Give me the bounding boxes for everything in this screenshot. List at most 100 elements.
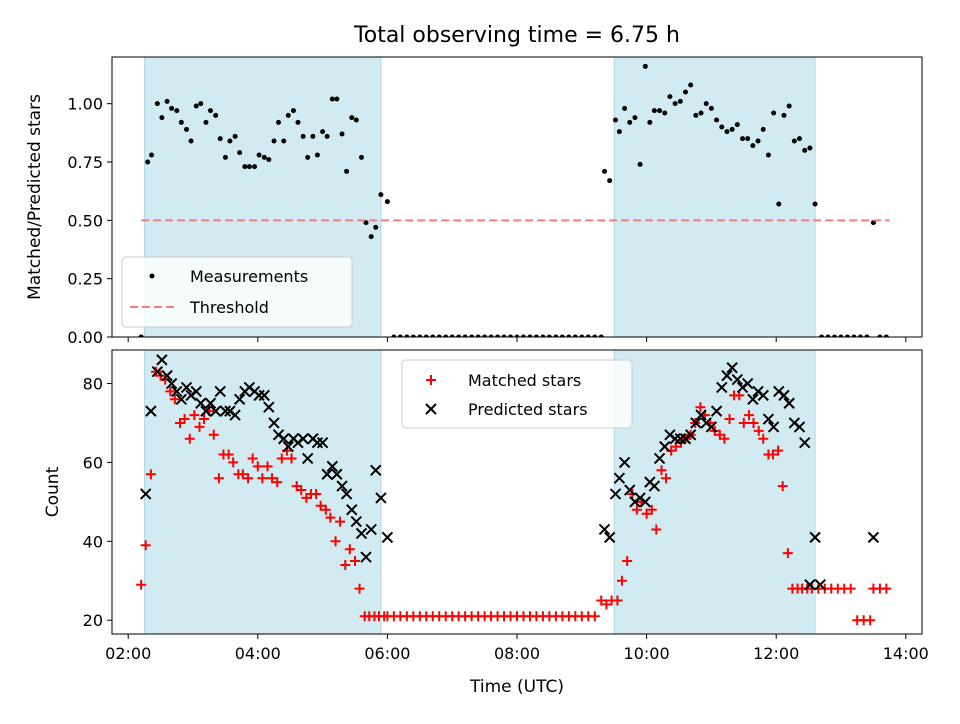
measurement-point — [819, 334, 825, 337]
measurement-point — [174, 108, 180, 114]
measurement-point — [598, 334, 604, 337]
matched-stars-point — [315, 500, 326, 511]
measurement-point — [368, 234, 374, 240]
matched-stars-point — [296, 485, 307, 496]
top-panel: 0.00 0.25 0.50 0.75 1.00 Matched/Predicted st… — [25, 56, 923, 347]
measurement-point — [714, 117, 720, 123]
measurement-point — [305, 154, 311, 160]
predicted-stars-point — [233, 393, 246, 406]
matched-stars-point — [767, 449, 778, 460]
shaded-window — [613, 56, 816, 338]
predicted-stars-point — [214, 385, 226, 398]
measurement-point — [300, 133, 306, 139]
measurement-point — [285, 112, 291, 118]
measurement-point — [501, 334, 507, 337]
x-tick-label: 02:00 — [105, 644, 151, 663]
measurement-point — [698, 110, 704, 116]
matched-stars-point — [179, 414, 190, 425]
matched-stars-point — [777, 481, 788, 492]
measurement-point — [449, 334, 455, 337]
measurement-point — [533, 334, 539, 337]
measurement-point — [164, 98, 170, 104]
x-tick-label: 12:00 — [753, 644, 799, 663]
predicted-stars-point — [175, 393, 188, 406]
measurement-point — [281, 138, 287, 144]
measurement-point — [667, 94, 673, 100]
matched-stars-point — [845, 583, 856, 594]
measurement-point — [791, 138, 797, 144]
measurement-point — [222, 154, 228, 160]
predicted-stars-point — [195, 397, 207, 409]
matched-stars-point — [773, 445, 784, 456]
predicted-stars-point — [360, 551, 372, 563]
plot-area — [136, 354, 892, 626]
predicted-stars-point — [669, 433, 681, 445]
measurement-point — [622, 105, 628, 111]
predicted-stars-point — [747, 393, 759, 406]
matched-stars-point — [344, 544, 355, 555]
matched-stars-point — [136, 579, 147, 590]
measurement-point — [404, 334, 410, 337]
matched-stars-point — [165, 386, 176, 397]
measurement-point — [651, 108, 657, 114]
measurement-point — [469, 334, 475, 337]
measurement-point — [384, 199, 390, 205]
measurement-point — [391, 334, 397, 337]
predicted-stars-point — [757, 389, 769, 402]
predicted-stars-point — [204, 397, 217, 409]
predicted-stars-point — [253, 389, 265, 402]
measurement-point — [851, 334, 857, 337]
measurement-point — [572, 334, 578, 337]
measurement-point — [339, 131, 345, 137]
measurement-point — [825, 334, 831, 337]
matched-stars-point — [622, 556, 633, 567]
predicted-stars-point — [721, 369, 733, 382]
predicted-stars-point — [200, 405, 212, 417]
x-tick-label: 08:00 — [494, 644, 540, 663]
predicted-stars-point — [659, 440, 671, 453]
matched-stars-point — [320, 504, 331, 515]
predicted-stars-point — [381, 531, 394, 544]
shaded-window — [613, 349, 816, 635]
predicted-stars-point — [695, 409, 707, 421]
y-tick-label: 0.25 — [67, 270, 103, 289]
matched-stars-point — [748, 417, 759, 428]
predicted-stars-point — [613, 472, 626, 484]
predicted-stars-point — [618, 456, 631, 469]
legend-marker-predicted — [425, 403, 437, 415]
legend: Measurements Threshold — [121, 256, 353, 328]
measurement-point — [178, 119, 184, 125]
predicted-stars-point — [219, 405, 232, 417]
measurement-point — [227, 138, 233, 144]
x-tick-label: 06:00 — [364, 644, 410, 663]
measurement-point — [627, 119, 633, 125]
measurement-point — [159, 115, 165, 121]
measurement-point — [378, 192, 384, 198]
measurement-point — [546, 334, 552, 337]
y-axis-label: Count — [43, 466, 63, 517]
measurement-point — [642, 63, 648, 69]
matched-stars-point — [262, 461, 273, 472]
measurement-point — [266, 157, 272, 163]
matched-stars-point — [184, 433, 195, 444]
legend-label-matched: Matched stars — [468, 371, 581, 390]
measurement-point — [436, 334, 442, 337]
matched-stars-point — [276, 453, 287, 464]
measurement-point — [662, 110, 668, 116]
legend-box — [121, 256, 353, 328]
y-tick-label: 1.00 — [67, 95, 103, 114]
x-axis-label: Time (UTC) — [469, 677, 564, 697]
matched-stars-point — [612, 595, 623, 606]
matched-stars-point — [881, 583, 892, 594]
measurement-point — [765, 152, 771, 158]
predicted-stars-point — [151, 365, 164, 378]
matched-stars-point — [656, 465, 667, 476]
predicted-stars-point — [165, 377, 178, 390]
predicted-stars-point — [229, 409, 241, 421]
measurement-point — [344, 168, 350, 174]
matched-stars-point — [753, 425, 764, 436]
measurement-point — [776, 201, 782, 207]
predicted-stars-point — [726, 362, 738, 374]
matched-stars-point — [330, 536, 341, 547]
